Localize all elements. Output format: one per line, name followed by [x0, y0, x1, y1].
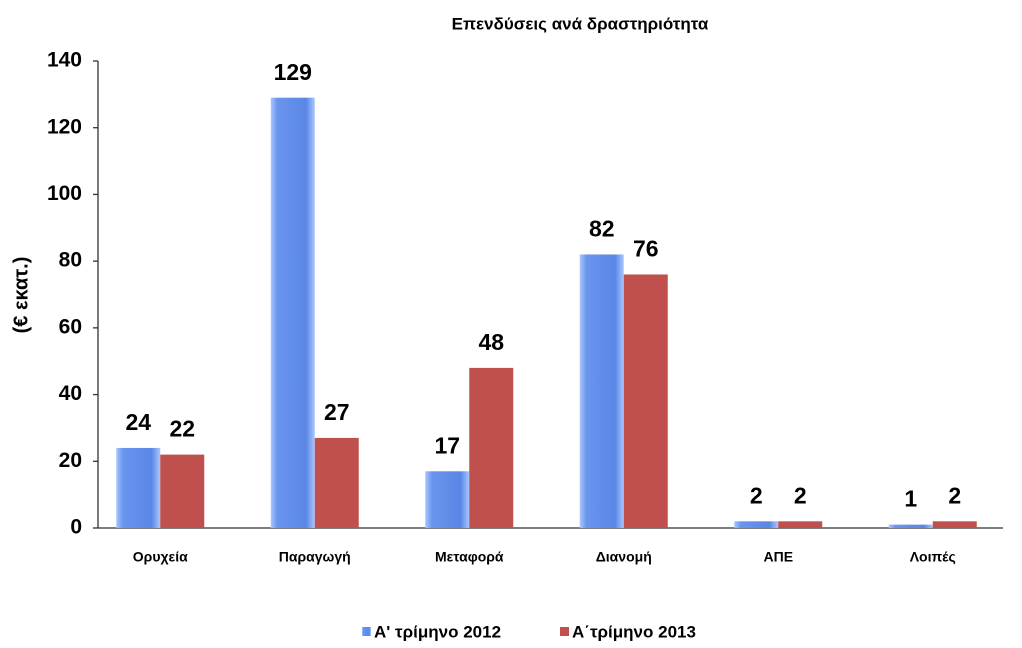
y-tick-label: 60	[59, 315, 82, 338]
y-axis-label: (€ εκατ.)	[10, 257, 32, 334]
data-label: 129	[274, 59, 312, 85]
y-tick-label: 120	[47, 115, 82, 138]
data-label: 24	[125, 409, 151, 435]
bar	[469, 367, 514, 528]
y-tick-label: 0	[70, 516, 82, 539]
bar	[579, 254, 624, 528]
data-label: 22	[169, 416, 195, 442]
legend-swatch	[362, 627, 371, 636]
data-label: 27	[324, 399, 350, 425]
bar	[623, 274, 668, 528]
bar	[734, 521, 779, 528]
chart-title: Επενδύσεις ανά δραστηριότητα	[452, 14, 709, 33]
bar	[314, 437, 359, 528]
data-label: 48	[478, 329, 504, 355]
data-label: 17	[434, 432, 460, 458]
y-tick-label: 20	[59, 449, 82, 472]
bar	[116, 447, 161, 528]
y-tick-label: 80	[59, 249, 82, 272]
x-tick-label: Διανομή	[596, 549, 652, 565]
y-tick-label: 40	[59, 382, 82, 405]
x-tick-label: Λοιπές	[910, 549, 956, 565]
data-label: 76	[633, 236, 659, 262]
x-tick-label: Ορυχεία	[133, 549, 188, 565]
data-label: 2	[750, 482, 763, 508]
bar	[425, 471, 470, 528]
data-label: 2	[948, 482, 961, 508]
bar	[932, 521, 977, 528]
bar	[160, 454, 205, 528]
y-tick-label: 100	[47, 182, 82, 205]
data-label: 1	[904, 486, 917, 512]
x-tick-label: ΑΠΕ	[763, 549, 793, 565]
legend-swatch	[560, 627, 569, 636]
x-tick-label: Παραγωγή	[279, 549, 351, 565]
data-label: 2	[794, 482, 807, 508]
bar	[270, 97, 315, 528]
data-label: 82	[589, 216, 615, 242]
legend-label: Α' τρίμηνο 2012	[374, 622, 501, 641]
x-tick-label: Μεταφορά	[435, 549, 504, 565]
y-tick-label: 140	[47, 49, 82, 72]
bar	[888, 524, 933, 528]
legend-label: Α΄τρίμηνο 2013	[572, 622, 696, 641]
bar	[778, 521, 823, 528]
